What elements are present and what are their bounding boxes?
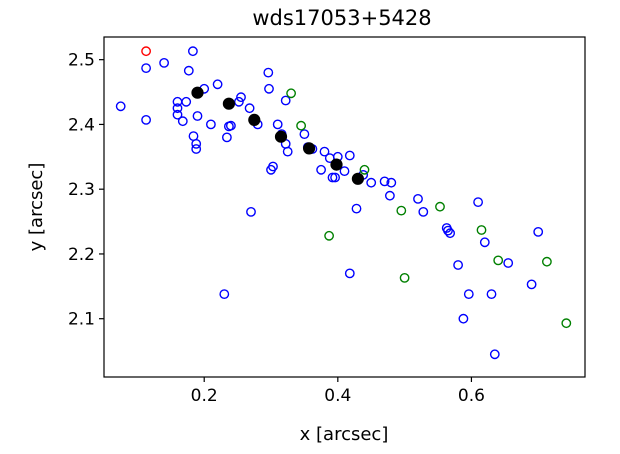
chart-title: wds17053+5428 [252,6,431,30]
data-point-s0-16 [205,119,216,130]
data-point-s1-8 [493,255,504,266]
x-tick-label: 0.6 [458,386,485,406]
data-point-s0-21 [233,96,244,107]
data-point-s3-1 [222,97,235,110]
data-point-s0-50 [366,177,377,188]
data-point-s0-28 [264,83,274,94]
data-point-s0-27 [263,67,274,78]
data-point-s1-10 [561,318,572,329]
data-point-s0-25 [219,289,230,299]
data-point-s1-9 [542,256,552,267]
y-axis-label: y [arcsec] [26,163,47,252]
data-point-s0-46 [344,150,355,161]
data-point-s0-64 [486,289,497,299]
data-point-s0-20 [225,120,236,131]
data-point-s0-42 [327,172,338,183]
x-tick-label: 0.2 [191,386,218,406]
data-point-s0-45 [339,166,350,177]
data-point-s0-52 [384,190,395,201]
y-tick-label: 2.1 [68,310,95,330]
data-point-s0-22 [236,92,246,103]
data-point-s3-2 [248,113,261,127]
plot-frame [103,36,586,378]
data-point-s1-3 [324,230,334,241]
data-point-s0-68 [533,226,544,237]
data-point-s1-0 [286,88,296,99]
data-point-s0-33 [280,95,291,106]
data-point-s0-31 [272,119,283,130]
y-tick-label: 2.5 [68,51,95,71]
data-point-s0-47 [351,203,362,214]
data-point-s0-36 [299,129,310,140]
data-point-s0-12 [191,138,202,149]
data-point-s0-51 [379,176,390,187]
data-point-s0-14 [192,111,203,121]
data-point-s0-18 [221,132,232,143]
data-point-s0-54 [413,193,423,204]
data-point-s0-40 [319,146,330,157]
data-point-s0-43 [330,172,340,183]
plot-area [115,46,572,360]
y-tick-label: 2.4 [68,115,95,135]
data-point-s0-62 [473,197,483,208]
data-point-s1-6 [435,201,445,212]
data-point-s0-60 [458,313,469,324]
y-tick-label: 2.3 [68,180,95,200]
data-point-s0-67 [526,279,537,290]
data-point-s0-6 [172,109,183,120]
data-point-s3-4 [303,142,316,155]
data-point-s0-65 [489,349,500,360]
data-point-s0-17 [212,79,223,90]
data-point-s0-30 [268,161,278,172]
data-point-s0-58 [445,228,455,239]
axis-ticks: 0.2 0.4 0.6 2.1 2.2 2.3 2.4 2.5 [68,51,485,406]
x-axis-label: x [arcsec] [300,424,389,445]
data-point-s0-57 [443,225,453,236]
y-tick-label: 2.2 [68,245,95,265]
data-point-s0-53 [386,177,397,188]
data-point-s0-3 [159,58,170,68]
data-point-s1-5 [399,272,410,283]
data-point-s0-39 [316,164,326,175]
data-point-s2-0 [141,46,152,57]
data-point-s1-1 [296,120,306,131]
data-point-s0-1 [141,63,152,73]
x-tick-label: 0.4 [324,386,351,406]
data-point-s0-10 [187,46,198,57]
data-point-s3-3 [274,130,288,143]
data-point-s0-48 [344,268,355,279]
data-point-s3-5 [330,158,343,171]
data-point-s1-7 [476,225,487,235]
data-point-s3-6 [351,172,364,185]
data-point-s0-61 [463,289,474,299]
data-point-s0-2 [141,115,152,125]
data-point-s0-59 [453,260,463,270]
data-point-s0-8 [181,96,192,107]
data-point-s0-24 [246,206,256,217]
data-point-s1-4 [396,205,407,216]
data-point-s0-7 [177,116,188,127]
data-point-s3-0 [191,86,204,99]
data-point-s0-5 [172,103,183,114]
data-point-s0-55 [418,206,429,217]
data-point-s1-2 [359,164,370,175]
data-point-s0-23 [244,103,255,114]
data-point-s0-13 [191,144,202,154]
data-point-s0-66 [503,258,514,268]
data-point-s0-63 [479,237,490,248]
data-point-s0-0 [115,101,126,112]
data-point-s0-9 [183,65,194,76]
